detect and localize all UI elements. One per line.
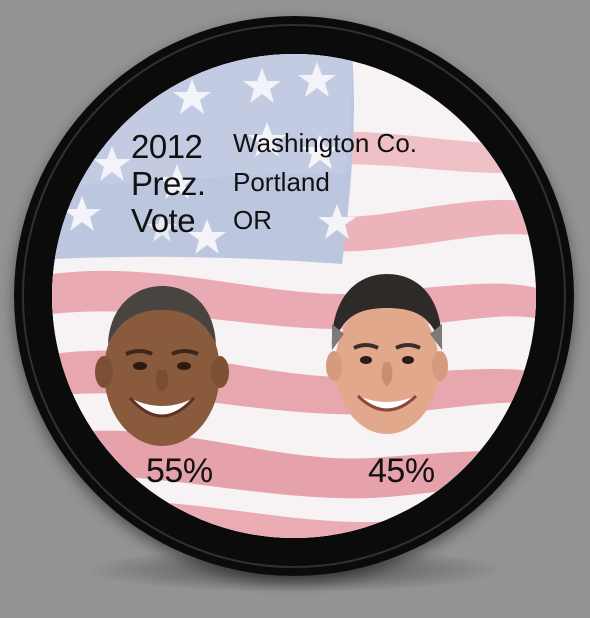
candidate-2-percent: 45% — [368, 452, 435, 490]
title-line-3: Vote — [131, 202, 196, 239]
watch-bezel-highlight — [22, 24, 566, 568]
title-line-1: 2012 — [131, 128, 203, 165]
candidate-1-percent: 55% — [146, 452, 213, 490]
watch-face[interactable]: 2012 Prez. Vote Washington Co. Portland … — [52, 54, 536, 538]
candidate-1-face-icon — [95, 286, 229, 446]
title-line-2: Prez. — [131, 165, 206, 202]
candidate-2-face-icon — [326, 274, 448, 434]
location-county: Washington Co. — [233, 128, 418, 158]
location-state: OR — [233, 205, 272, 235]
location-city: Portland — [233, 167, 330, 197]
